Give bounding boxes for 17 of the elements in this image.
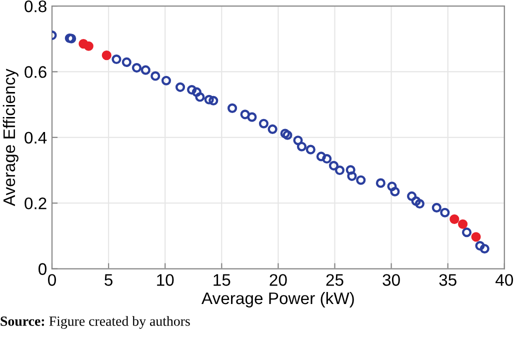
x-tick-label: 10 xyxy=(157,274,174,286)
x-tick-label: 0 xyxy=(48,274,56,286)
x-axis-title: Average Power (kW) xyxy=(202,292,354,308)
y-tick-label: 0.8 xyxy=(24,0,46,12)
x-tick-label: 35 xyxy=(439,274,456,286)
y-tick-label: 0.4 xyxy=(24,132,47,144)
x-tick-label: 30 xyxy=(382,274,400,286)
x-tick-label: 40 xyxy=(496,274,514,286)
x-tick-label: 20 xyxy=(270,274,287,286)
source-note: Source: Figure created by authors xyxy=(0,316,190,329)
y-axis-title: Average Efficiency xyxy=(2,68,18,206)
y-tick-label: 0.6 xyxy=(24,66,46,78)
x-tick-label: 5 xyxy=(104,274,112,286)
x-tick-label: 15 xyxy=(214,274,230,286)
y-tick-label: 0.2 xyxy=(24,198,46,210)
y-tick-label: 0 xyxy=(38,263,46,275)
x-tick-label: 25 xyxy=(326,274,344,286)
